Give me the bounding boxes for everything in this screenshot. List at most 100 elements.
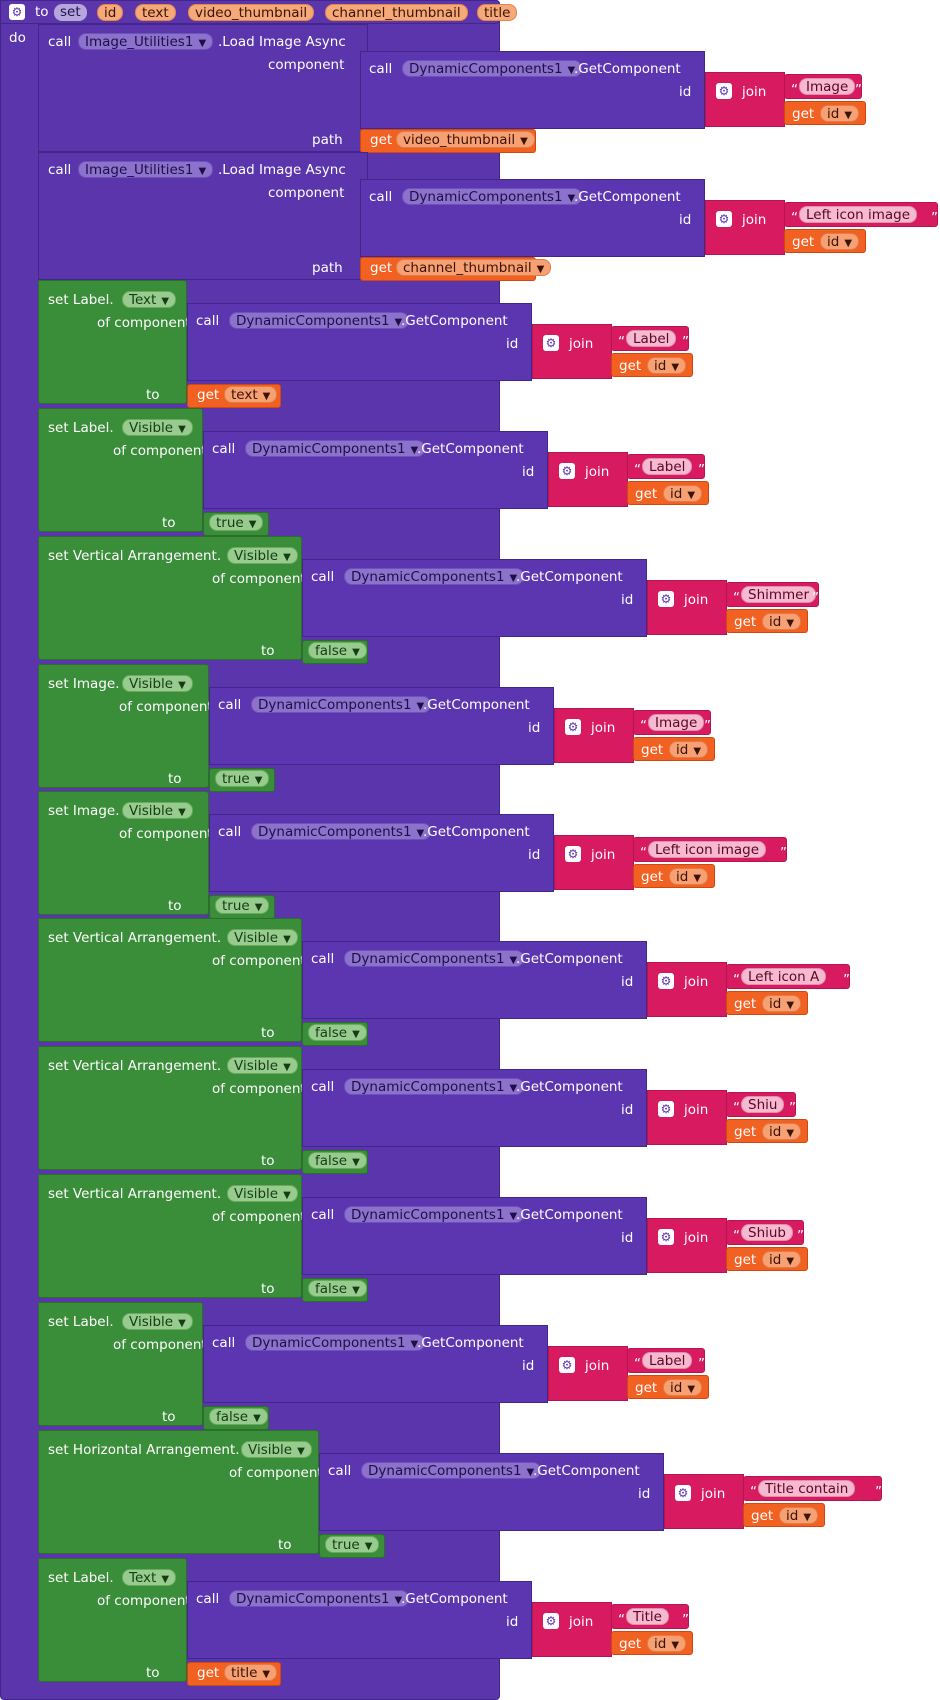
procedure-name-field[interactable]: set [54, 4, 87, 21]
variable-dropdown[interactable]: id ▼ [669, 741, 709, 758]
component-dropdown[interactable]: DynamicComponents1 ▼ [251, 823, 432, 840]
gear-icon[interactable]: ⚙ [658, 973, 674, 989]
component-dropdown[interactable]: Image_Utilities1 ▼ [78, 161, 214, 178]
property-dropdown[interactable]: Visible ▼ [227, 929, 298, 946]
gear-icon[interactable]: ⚙ [658, 1101, 674, 1117]
property-dropdown[interactable]: Visible ▼ [227, 547, 298, 564]
text-string-value[interactable]: Title contain [758, 1480, 856, 1497]
variable-dropdown[interactable]: id ▼ [762, 995, 802, 1012]
text-string-value[interactable]: Title [626, 1608, 669, 1625]
variable-dropdown[interactable]: id ▼ [647, 1635, 687, 1652]
gear-icon[interactable]: ⚙ [559, 1357, 575, 1373]
text-string-value[interactable]: Shiub [741, 1224, 794, 1241]
gear-icon[interactable]: ⚙ [565, 846, 581, 862]
component-dropdown[interactable]: DynamicComponents1 ▼ [251, 696, 432, 713]
param-title[interactable]: title [477, 4, 518, 21]
join-block[interactable] [548, 452, 628, 507]
text-string-value[interactable]: Left icon A [741, 968, 827, 985]
boolean-dropdown[interactable]: false ▼ [308, 1152, 367, 1169]
variable-dropdown[interactable]: video_thumbnail ▼ [396, 131, 535, 148]
gear-icon[interactable]: ⚙ [9, 4, 25, 20]
component-dropdown[interactable]: DynamicComponents1 ▼ [344, 1206, 525, 1223]
gear-icon[interactable]: ⚙ [543, 335, 559, 351]
component-dropdown[interactable]: DynamicComponents1 ▼ [402, 60, 583, 77]
boolean-dropdown[interactable]: false ▼ [308, 1024, 367, 1041]
boolean-dropdown[interactable]: true ▼ [325, 1536, 380, 1553]
variable-dropdown[interactable]: channel_thumbnail ▼ [396, 259, 552, 276]
variable-dropdown[interactable]: id ▼ [663, 485, 703, 502]
boolean-dropdown[interactable]: true ▼ [209, 514, 264, 531]
variable-dropdown[interactable]: text ▼ [224, 386, 278, 403]
property-dropdown[interactable]: Visible ▼ [241, 1441, 312, 1458]
component-dropdown[interactable]: DynamicComponents1 ▼ [344, 568, 525, 585]
component-dropdown[interactable]: DynamicComponents1 ▼ [344, 1078, 525, 1095]
join-block[interactable] [664, 1474, 744, 1529]
property-dropdown[interactable]: Visible ▼ [122, 1313, 193, 1330]
variable-dropdown[interactable]: id ▼ [762, 1251, 802, 1268]
gear-icon[interactable]: ⚙ [658, 591, 674, 607]
text-string-value[interactable]: Image [648, 714, 705, 731]
component-dropdown[interactable]: DynamicComponents1 ▼ [229, 1590, 410, 1607]
gear-icon[interactable]: ⚙ [716, 211, 732, 227]
join-block[interactable] [554, 708, 634, 763]
variable-dropdown[interactable]: id ▼ [647, 357, 687, 374]
join-block[interactable] [647, 1090, 727, 1145]
text-string-value[interactable]: Shiu [741, 1096, 785, 1113]
property-dropdown[interactable]: Visible ▼ [122, 802, 193, 819]
gear-icon[interactable]: ⚙ [543, 1613, 559, 1629]
text-string-value[interactable]: Image [799, 78, 856, 95]
join-block[interactable] [647, 580, 727, 635]
property-dropdown[interactable]: Text ▼ [122, 291, 177, 308]
component-dropdown[interactable]: Image_Utilities1 ▼ [78, 33, 214, 50]
text-string-value[interactable]: Left icon image [648, 841, 767, 858]
boolean-dropdown[interactable]: true ▼ [215, 770, 270, 787]
property-dropdown[interactable]: Visible ▼ [122, 419, 193, 436]
component-dropdown[interactable]: DynamicComponents1 ▼ [402, 188, 583, 205]
text-string-value[interactable]: Shimmer [741, 586, 817, 603]
text-string-value[interactable]: Label [626, 330, 677, 347]
join-block[interactable] [554, 835, 634, 890]
component-dropdown[interactable]: DynamicComponents1 ▼ [245, 440, 426, 457]
component-dropdown[interactable]: DynamicComponents1 ▼ [229, 312, 410, 329]
text-string-value[interactable]: Label [642, 458, 693, 475]
variable-dropdown[interactable]: id ▼ [779, 1507, 819, 1524]
variable-dropdown[interactable]: id ▼ [762, 1123, 802, 1140]
component-dropdown[interactable]: DynamicComponents1 ▼ [344, 950, 525, 967]
boolean-dropdown[interactable]: false ▼ [209, 1408, 268, 1425]
join-block[interactable] [548, 1346, 628, 1401]
join-block[interactable] [705, 200, 785, 255]
dropdown-arrow-icon: ▼ [394, 317, 403, 328]
setter-prefix: set Vertical Arrangement. [48, 930, 222, 946]
param-id[interactable]: id [97, 4, 124, 21]
boolean-dropdown[interactable]: false ▼ [308, 1280, 367, 1297]
variable-dropdown[interactable]: id ▼ [669, 868, 709, 885]
join-block[interactable] [532, 1602, 612, 1657]
join-block[interactable] [705, 72, 785, 127]
param-text[interactable]: text [135, 4, 176, 21]
text-string-value[interactable]: Left icon image [799, 206, 918, 223]
variable-dropdown[interactable]: title ▼ [224, 1664, 278, 1681]
variable-dropdown[interactable]: id ▼ [820, 233, 860, 250]
component-dropdown[interactable]: DynamicComponents1 ▼ [245, 1334, 426, 1351]
property-dropdown[interactable]: Visible ▼ [227, 1185, 298, 1202]
property-dropdown[interactable]: Visible ▼ [122, 675, 193, 692]
property-dropdown[interactable]: Text ▼ [122, 1569, 177, 1586]
gear-icon[interactable]: ⚙ [716, 83, 732, 99]
param-video_thumbnail[interactable]: video_thumbnail [188, 4, 315, 21]
join-block[interactable] [647, 1218, 727, 1273]
param-channel_thumbnail[interactable]: channel_thumbnail [325, 4, 468, 21]
boolean-dropdown[interactable]: true ▼ [215, 897, 270, 914]
join-block[interactable] [532, 324, 612, 379]
gear-icon[interactable]: ⚙ [658, 1229, 674, 1245]
variable-dropdown[interactable]: id ▼ [820, 105, 860, 122]
gear-icon[interactable]: ⚙ [675, 1485, 691, 1501]
gear-icon[interactable]: ⚙ [559, 463, 575, 479]
join-block[interactable] [647, 962, 727, 1017]
variable-dropdown[interactable]: id ▼ [663, 1379, 703, 1396]
variable-dropdown[interactable]: id ▼ [762, 613, 802, 630]
boolean-dropdown[interactable]: false ▼ [308, 642, 367, 659]
property-dropdown[interactable]: Visible ▼ [227, 1057, 298, 1074]
text-string-value[interactable]: Label [642, 1352, 693, 1369]
component-dropdown[interactable]: DynamicComponents1 ▼ [361, 1462, 542, 1479]
gear-icon[interactable]: ⚙ [565, 719, 581, 735]
